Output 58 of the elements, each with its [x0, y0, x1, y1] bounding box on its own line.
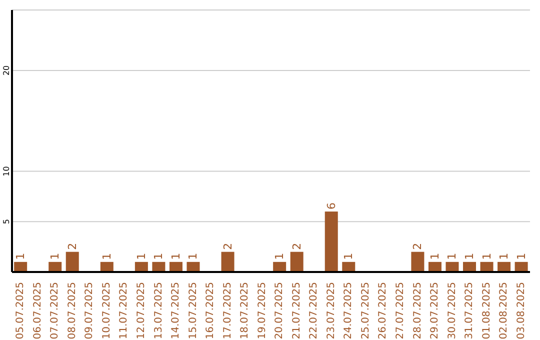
- data-label: 1: [446, 252, 459, 260]
- x-tick-label: 26.07.2025: [378, 282, 389, 340]
- data-label: 1: [48, 252, 62, 260]
- data-label: 2: [411, 242, 424, 250]
- data-label: 1: [186, 252, 200, 260]
- data-label: 1: [14, 252, 28, 260]
- x-tick-label: 27.07.2025: [395, 282, 406, 340]
- y-tick-label: 5: [2, 219, 11, 224]
- data-label: 1: [134, 252, 148, 260]
- data-label: 1: [273, 252, 286, 260]
- data-label: 1: [498, 252, 511, 260]
- data-label: 1: [514, 252, 528, 260]
- bar: [66, 252, 79, 272]
- x-tick-label: 17.07.2025: [222, 282, 234, 340]
- data-label: 1: [100, 252, 114, 260]
- x-tick-label: 08.07.2025: [66, 282, 78, 340]
- y-tick-label: 20: [2, 65, 11, 76]
- x-tick-label: 07.07.2025: [50, 282, 61, 340]
- x-tick-label: 10.07.2025: [101, 282, 112, 340]
- data-label: 2: [221, 242, 234, 250]
- data-label: 1: [428, 252, 442, 260]
- data-label: 1: [169, 252, 182, 260]
- x-tick-label: 06.07.2025: [32, 282, 44, 340]
- x-tick-label: 23.07.2025: [326, 282, 337, 340]
- y-tick-label: 10: [2, 166, 11, 176]
- x-tick-label: 15.07.2025: [188, 282, 199, 340]
- data-label: 1: [463, 252, 476, 260]
- bar: [411, 252, 424, 272]
- x-tick-label: 31.07.2025: [464, 282, 476, 340]
- bar: [221, 252, 234, 272]
- x-tick-label: 02.08.2025: [498, 282, 510, 340]
- x-tick-label: 14.07.2025: [170, 282, 182, 340]
- x-tick-label: 12.07.2025: [136, 282, 147, 340]
- data-label: 1: [480, 252, 494, 260]
- x-tick-label: 13.07.2025: [153, 282, 164, 340]
- x-tick-label: 22.07.2025: [308, 282, 320, 340]
- x-tick-label: 21.07.2025: [291, 282, 302, 340]
- x-tick-label: 11.07.2025: [118, 282, 130, 340]
- data-label: 2: [290, 242, 304, 250]
- bar: [290, 252, 304, 272]
- data-label: 6: [324, 202, 338, 210]
- bar: [324, 212, 338, 272]
- x-tick-label: 03.08.2025: [516, 282, 527, 340]
- x-tick-label: 01.08.2025: [481, 282, 492, 340]
- x-tick-label: 09.07.2025: [84, 282, 96, 340]
- x-tick-label: 05.07.2025: [15, 282, 26, 340]
- x-tick-label: 18.07.2025: [240, 282, 251, 340]
- x-tick-label: 25.07.2025: [360, 282, 372, 340]
- data-label: 2: [66, 242, 79, 250]
- x-tick-label: 24.07.2025: [343, 282, 354, 340]
- data-label: 1: [342, 252, 356, 260]
- x-tick-label: 28.07.2025: [412, 282, 424, 340]
- x-tick-label: 16.07.2025: [205, 282, 216, 340]
- x-tick-label: 29.07.2025: [430, 282, 441, 340]
- x-tick-label: 20.07.2025: [274, 282, 286, 340]
- x-tick-label: 19.07.2025: [256, 282, 268, 340]
- data-label: 1: [152, 252, 166, 260]
- x-tick-label: 30.07.2025: [446, 282, 458, 340]
